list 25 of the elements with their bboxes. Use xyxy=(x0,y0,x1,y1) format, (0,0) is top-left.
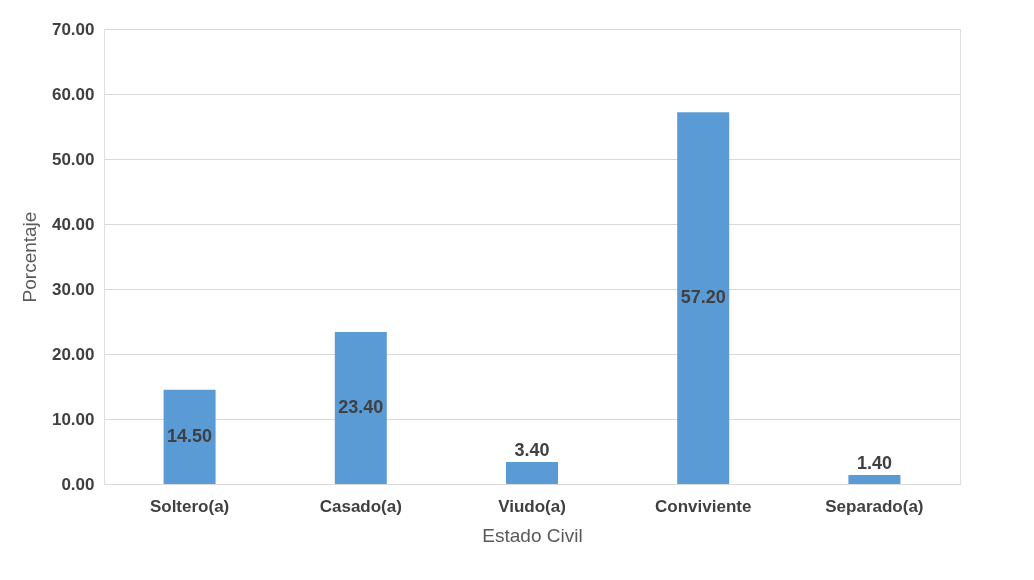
x-tick-label: Casado(a) xyxy=(319,496,402,516)
bar xyxy=(163,389,216,484)
data-label: 1.40 xyxy=(856,452,892,473)
x-tick-label: Soltero(a) xyxy=(149,496,230,516)
y-tick-label: 10.00 xyxy=(51,409,95,429)
y-tick-label: 20.00 xyxy=(51,344,95,364)
data-label: 3.40 xyxy=(514,439,550,460)
bar xyxy=(848,474,901,484)
y-tick-label: 30.00 xyxy=(51,279,95,299)
x-tick-label: Separado(a) xyxy=(825,496,924,516)
data-label: 14.50 xyxy=(167,425,213,446)
y-tick-label: 60.00 xyxy=(51,84,95,104)
y-tick-label: 70.00 xyxy=(51,19,95,39)
y-tick-label: 0.00 xyxy=(61,474,95,494)
y-tick-label: 50.00 xyxy=(51,149,95,169)
y-tick-label: 40.00 xyxy=(51,214,95,234)
bar xyxy=(506,461,558,484)
y-axis-title: Porcentaje xyxy=(18,211,40,303)
x-tick-label: Viudo(a) xyxy=(498,496,566,516)
x-tick-label: Conviviente xyxy=(655,496,752,516)
data-label: 23.40 xyxy=(338,396,384,417)
bar xyxy=(677,112,730,484)
data-label: 57.20 xyxy=(680,287,726,308)
bar xyxy=(334,331,387,484)
x-axis-title: Estado Civil xyxy=(482,524,583,546)
